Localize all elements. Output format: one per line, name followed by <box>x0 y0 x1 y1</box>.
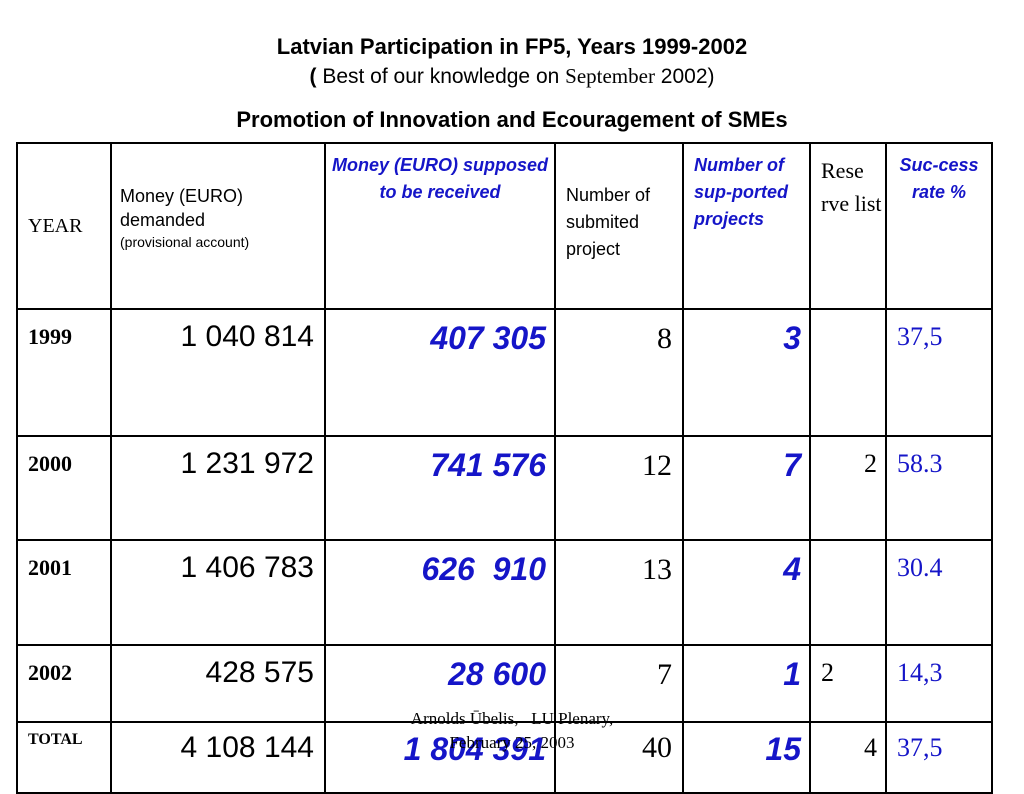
year-cell: 2002 <box>16 644 112 723</box>
success-rate-cell: 58.3 <box>885 435 993 541</box>
money-demanded-note: (provisional account) <box>120 234 250 250</box>
col-header-supported: Number of sup-ported projects <box>682 142 811 310</box>
submitted-cell: 12 <box>554 435 684 541</box>
money-received-cell: 626 910 <box>324 539 556 646</box>
success-rate-cell: 37,5 <box>885 308 993 437</box>
subtitle-open-paren: ( <box>309 65 323 88</box>
table-header-row: YEAR Money (EURO) demanded (provisional a… <box>16 142 993 310</box>
money-demanded-cell: 1 040 814 <box>110 308 326 437</box>
reserve-cell <box>809 539 887 646</box>
col-header-money-demanded: Money (EURO) demanded (provisional accoun… <box>110 142 326 310</box>
col-header-submitted: Number of submited project <box>554 142 684 310</box>
fp5-participation-table: YEAR Money (EURO) demanded (provisional a… <box>16 142 993 794</box>
col-header-money-received: Money (EURO) supposed to be received <box>324 142 556 310</box>
col-header-reserve: Rese rve list <box>809 142 887 310</box>
year-cell: 2001 <box>16 539 112 646</box>
supported-cell: 3 <box>682 308 811 437</box>
success-rate-cell: 30.4 <box>885 539 993 646</box>
money-demanded-cell: 428 575 <box>110 644 326 723</box>
submitted-cell: 13 <box>554 539 684 646</box>
subtitle-month: September <box>565 64 655 88</box>
section-title: Promotion of Innovation and Ecouragement… <box>236 107 788 132</box>
table-row: 1999 1 040 814 407 305 8 3 37,5 <box>16 308 993 437</box>
money-received-cell: 28 600 <box>324 644 556 723</box>
money-received-cell: 741 576 <box>324 435 556 541</box>
page-subtitle: ( Best of our knowledge on September 200… <box>0 64 1024 89</box>
table-row: 2002 428 575 28 600 7 1 2 14,3 <box>16 644 993 723</box>
footer-author-line: Arnolds Ūbelis, LU Plenary, <box>410 709 614 728</box>
footer-date-line: February 25, 2003 <box>449 733 575 752</box>
col-header-year: YEAR <box>16 142 112 310</box>
money-received-cell: 407 305 <box>324 308 556 437</box>
submitted-cell: 8 <box>554 308 684 437</box>
money-demanded-cell: 1 231 972 <box>110 435 326 541</box>
footer-credit: Arnolds Ūbelis, LU Plenary, February 25,… <box>0 707 1024 755</box>
money-demanded-cell: 1 406 783 <box>110 539 326 646</box>
table-row: 2000 1 231 972 741 576 12 7 2 58.3 <box>16 435 993 541</box>
page-title: Latvian Participation in FP5, Years 1999… <box>276 34 748 59</box>
money-demanded-label: Money (EURO) demanded <box>120 186 244 230</box>
supported-cell: 7 <box>682 435 811 541</box>
supported-cell: 4 <box>682 539 811 646</box>
year-cell: 1999 <box>16 308 112 437</box>
reserve-cell: 2 <box>809 644 887 723</box>
col-header-success-rate: Suc-cess rate % <box>885 142 993 310</box>
year-cell: 2000 <box>16 435 112 541</box>
supported-cell: 1 <box>682 644 811 723</box>
submitted-cell: 7 <box>554 644 684 723</box>
reserve-cell: 2 <box>809 435 887 541</box>
table-row: 2001 1 406 783 626 910 13 4 30.4 <box>16 539 993 646</box>
subtitle-text: Best of our knowledge on <box>322 65 566 88</box>
success-rate-cell: 14,3 <box>885 644 993 723</box>
reserve-cell <box>809 308 887 437</box>
subtitle-year: 2002) <box>654 65 715 88</box>
